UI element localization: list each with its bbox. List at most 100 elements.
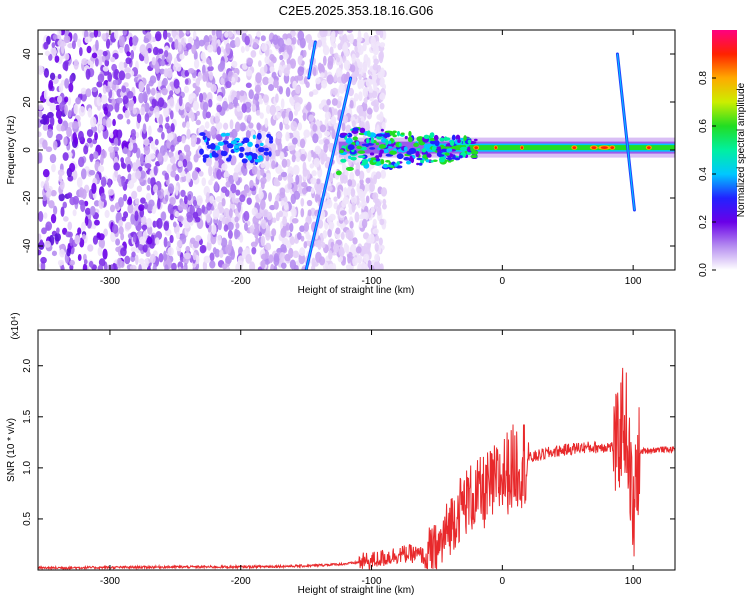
heatmap-cell [38, 152, 43, 164]
heatmap-cell [94, 131, 98, 141]
heatmap-cell [59, 101, 65, 111]
heatmap-cell [46, 128, 54, 139]
heatmap-cell [109, 132, 114, 139]
heatmap-cell [307, 42, 312, 51]
heatmap-cell [209, 252, 215, 262]
heatmap-cell [370, 206, 375, 214]
carrier-blob [398, 142, 402, 147]
heatmap-cell [156, 217, 163, 229]
heatmap-cell [66, 247, 71, 257]
heatmap-cell [239, 194, 246, 203]
heatmap-cell [138, 264, 142, 270]
heatmap-cell [184, 78, 189, 85]
heatmap-cell [220, 46, 225, 53]
heatmap-cell [294, 102, 301, 112]
heatmap-cell [71, 121, 79, 130]
heatmap-cell [215, 133, 223, 141]
heatmap-cell [214, 181, 219, 192]
heatmap-cell [182, 121, 187, 128]
heatmap-cell [40, 180, 45, 189]
colorbar-ticks: 0.0 0.2 0.4 0.6 0.8 [698, 71, 716, 277]
heatmap-cell [270, 263, 275, 270]
heatmap-cell [96, 96, 102, 107]
carrier-blob [370, 157, 377, 161]
heatmap-cell [202, 72, 207, 82]
heatmap-cell [236, 30, 241, 36]
heatmap-cell [157, 127, 163, 133]
carrier-blob [434, 139, 440, 147]
heatmap-cell [265, 104, 271, 115]
heatmap-cell [317, 39, 323, 48]
heatmap-cell [62, 201, 68, 209]
heatmap-cell [64, 62, 69, 72]
heatmap-cell [295, 156, 301, 163]
heatmap-cell [63, 136, 68, 146]
heatmap-cell [275, 194, 280, 201]
heatmap-cell [230, 94, 235, 101]
heatmap-cell [218, 249, 224, 259]
heatmap-cell [236, 260, 244, 268]
heatmap-cell [306, 101, 312, 112]
heatmap-cell [297, 30, 305, 41]
heatmap-cell [336, 156, 343, 165]
heatmap-cell [256, 122, 261, 131]
heatmap-cell [358, 91, 363, 102]
heatmap-cell [367, 233, 375, 244]
noise-feature [209, 142, 216, 150]
heatmap-cell [87, 59, 92, 66]
heatmap-cell [320, 156, 325, 165]
heatmap-cell [227, 103, 234, 110]
heatmap-cell [113, 137, 119, 147]
heatmap-cell [160, 60, 166, 67]
noise-feature [259, 142, 264, 147]
heatmap-cell [88, 260, 94, 268]
heatmap-cell [143, 37, 150, 44]
heatmap-cell [311, 89, 319, 95]
heatmap-cell [301, 181, 308, 188]
carrier-blob [439, 156, 446, 163]
heatmap-cell [291, 207, 297, 218]
carrier-blob [352, 127, 359, 132]
heatmap-cell [315, 195, 321, 202]
heatmap-cell [321, 79, 328, 89]
carrier-blob [400, 132, 405, 136]
heatmap-cell [286, 45, 293, 56]
heatmap-cell [215, 196, 222, 203]
heatmap-cell [97, 246, 103, 257]
heatmap-cell [250, 50, 257, 58]
carrier-blob [416, 157, 423, 161]
heatmap-cell [314, 182, 321, 191]
heatmap-cell [283, 201, 289, 211]
heatmap-cell [87, 244, 94, 252]
heatmap-cell [139, 170, 146, 179]
heatmap-cell [372, 218, 377, 227]
heatmap-cell [199, 244, 207, 254]
carrier-blob [376, 133, 384, 137]
heatmap-cell [240, 46, 245, 54]
heatmap-cell [341, 174, 348, 184]
heatmap-cell [249, 261, 256, 270]
heatmap-cell [97, 165, 105, 173]
carrier-blob [451, 134, 456, 141]
heatmap-cell [39, 119, 47, 125]
heatmap-cell [89, 153, 94, 163]
heatmap-cell [335, 67, 343, 79]
heatmap-cell [109, 204, 116, 213]
heatmap-cell [351, 187, 355, 198]
heatmap-cell [129, 264, 137, 270]
heatmap-cell [320, 99, 328, 106]
heatmap-cell [127, 203, 134, 214]
heatmap-cell [121, 175, 125, 187]
heatmap-cell [366, 57, 371, 68]
heatmap-cell [97, 49, 104, 56]
heatmap-cell [43, 41, 49, 50]
noise-feature [226, 157, 232, 162]
heatmap-cell [372, 63, 379, 71]
heatmap-cell [349, 33, 354, 45]
heatmap-cell [67, 192, 73, 199]
heatmap-cell [359, 196, 366, 202]
heatmap-cell [77, 253, 82, 262]
heatmap-cell [305, 230, 310, 240]
heatmap-cell [232, 96, 238, 107]
heatmap-cell [289, 222, 294, 233]
